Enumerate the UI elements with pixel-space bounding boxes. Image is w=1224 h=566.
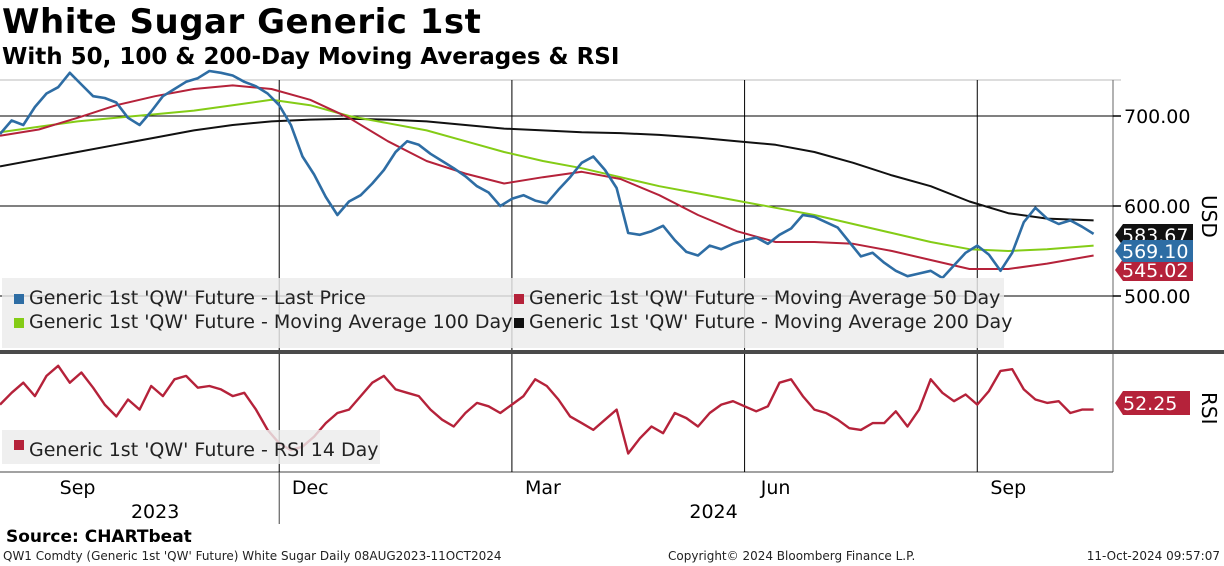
y-tick-label: 700.00 [1124, 106, 1190, 128]
last-value-tag-label: 545.02 [1122, 260, 1188, 282]
x-year-label: 2024 [689, 501, 737, 523]
ma100-series-line [0, 98, 1094, 252]
ma50-series-line [0, 84, 1094, 270]
price-axis-label: USD [1197, 195, 1221, 238]
chart-title: White Sugar Generic 1st [2, 2, 482, 42]
panel-divider [0, 350, 1224, 354]
footer-timestamp: 11-Oct-2024 09:57:07 [1086, 549, 1220, 563]
last-value-tag-shape [1115, 240, 1193, 262]
source-label: Source: CHARTbeat [6, 527, 192, 547]
legend-swatch [14, 318, 24, 328]
last-value-tag-shape [1115, 391, 1190, 415]
x-month-label: Sep [990, 477, 1026, 499]
rsi-legend: Generic 1st 'QW' Future - RSI 14 Day [2, 430, 380, 464]
price-series-line [0, 69, 1095, 280]
rsi-last-value-tag: 52.25 [1115, 391, 1190, 415]
last-value-tag: 545.02 [1115, 259, 1193, 282]
legend-label: Generic 1st 'QW' Future - Moving Average… [29, 311, 512, 333]
last-value-tag-label: 569.10 [1122, 241, 1188, 263]
last-value-tag-label: 52.25 [1123, 393, 1177, 415]
last-value-tag: 569.10 [1115, 240, 1193, 263]
legend-swatch [514, 318, 524, 328]
legend-label: Generic 1st 'QW' Future - Moving Average… [529, 287, 1000, 309]
price-legend: Generic 1st 'QW' Future - Last Price Gene… [2, 278, 1012, 348]
legend-swatch [14, 440, 24, 450]
ma200-series-line [0, 117, 1094, 222]
rsi-legend-box [2, 430, 380, 464]
x-month-label: Mar [525, 477, 561, 499]
footer-ticker-info: QW1 Comdty (Generic 1st 'QW' Future) Whi… [3, 549, 502, 563]
footer-copyright: Copyright© 2024 Bloomberg Finance L.P. [668, 549, 916, 563]
x-month-label: Sep [60, 477, 96, 499]
legend-label: Generic 1st 'QW' Future - Last Price [29, 287, 366, 309]
y-tick-label: 600.00 [1124, 196, 1190, 218]
x-year-label: 2023 [131, 501, 179, 523]
legend-label: Generic 1st 'QW' Future - RSI 14 Day [29, 439, 379, 461]
price-legend-box [2, 278, 1004, 348]
last-value-tag-shape [1115, 259, 1193, 281]
rsi-axis-label: RSI [1197, 392, 1221, 425]
y-tick-label: 500.00 [1124, 286, 1190, 308]
chart-subtitle: With 50, 100 & 200-Day Moving Averages &… [2, 44, 620, 70]
x-month-label: Jun [760, 477, 791, 499]
legend-swatch [514, 294, 524, 304]
legend-label: Generic 1st 'QW' Future - Moving Average… [529, 311, 1012, 333]
rsi-series-line [0, 364, 1094, 455]
x-month-label: Dec [292, 477, 329, 499]
legend-swatch [14, 294, 24, 304]
